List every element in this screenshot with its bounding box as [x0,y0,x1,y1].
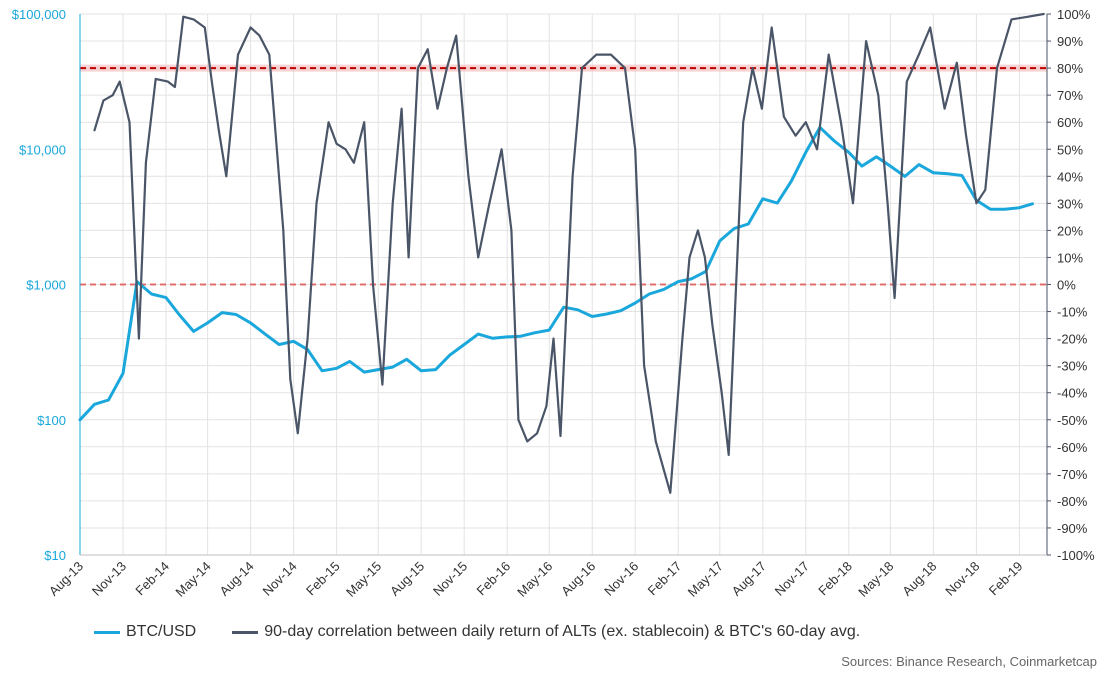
right-tick-label: -60% [1057,440,1088,455]
x-tick-label: Feb-14 [132,559,172,599]
x-tick-label: May-15 [343,559,384,600]
x-tick-label: May-14 [172,559,213,600]
right-tick-label: 30% [1057,196,1083,211]
x-tick-label: Nov-16 [601,559,641,599]
left-tick-label: $100,000 [12,7,66,22]
x-tick-label: Feb-17 [645,559,685,599]
x-axis-ticks: Aug-13 Nov-13 Feb-14 May-14 Aug-14 Nov-14 Feb-… [46,559,1026,600]
legend-swatch-btc [94,630,120,634]
right-tick-label: 60% [1057,115,1083,130]
x-tick-label: Aug-14 [216,559,256,599]
right-tick-label: -30% [1057,359,1088,374]
x-tick-label: Aug-13 [46,559,86,599]
legend-swatch-correlation [232,630,259,634]
x-tick-label: Nov-13 [89,559,129,599]
legend-item-btc: BTC/USD [94,623,196,641]
legend-label-correlation: 90-day correlation between daily return … [264,623,861,640]
legend: BTC/USD 90-day correlation between daily… [94,621,896,643]
series-lines [78,12,1045,494]
x-tick-label: Nov-18 [942,559,982,599]
x-tick-label: May-18 [855,559,896,600]
left-tick-label: $10 [44,548,66,563]
right-tick-label: 20% [1057,223,1083,238]
btc-usd-line [78,125,1034,422]
x-tick-label: Aug-16 [558,559,598,599]
legend-label-btc: BTC/USD [126,623,197,640]
right-tick-label: -20% [1057,332,1088,347]
right-tick-label: -90% [1057,521,1088,536]
x-tick-label: May-16 [514,559,555,600]
left-tick-label: $1,000 [26,278,66,293]
right-tick-label: 90% [1057,34,1083,49]
right-tick-label: -10% [1057,305,1088,320]
right-tick-label: -70% [1057,467,1088,482]
correlation-line [93,12,1045,494]
right-tick-label: 10% [1057,250,1083,265]
reference-lines [80,64,1047,286]
x-tick-label: Aug-18 [899,559,939,599]
right-tick-label: 50% [1057,142,1083,157]
x-tick-label: Aug-15 [387,559,427,599]
x-tick-label: Nov-17 [772,559,812,599]
right-tick-label: 0% [1057,278,1076,293]
right-tick-label: -80% [1057,494,1088,509]
x-tick-label: Feb-18 [815,559,855,599]
left-tick-label: $10,000 [19,142,66,157]
x-tick-label: Feb-15 [303,559,343,599]
x-tick-label: Nov-14 [259,559,299,599]
source-note: Sources: Binance Research, Coinmarketcap [841,654,1097,669]
x-tick-label: Feb-16 [474,559,514,599]
x-tick-label: Feb-19 [986,559,1026,599]
left-tick-label: $100 [37,413,66,428]
right-tick-label: 80% [1057,61,1083,76]
right-tick-label: 40% [1057,169,1083,184]
right-tick-label: -100% [1057,548,1095,563]
right-axis-ticks: 100% 90% 80% 70% 60% 50% 40% 30% 20% 10% 0% -10% -20… [1047,7,1095,563]
left-axis-ticks: $100,000 $10,000 $1,000 $100 $10 [12,7,66,563]
right-tick-label: 100% [1057,7,1091,22]
legend-item-correlation: 90-day correlation between daily return … [232,623,860,641]
right-tick-label: 70% [1057,88,1083,103]
right-tick-label: -40% [1057,386,1088,401]
x-tick-label: Aug-17 [729,559,769,599]
x-tick-label: Nov-15 [430,559,470,599]
x-tick-label: May-17 [685,559,726,600]
right-tick-label: -50% [1057,413,1088,428]
